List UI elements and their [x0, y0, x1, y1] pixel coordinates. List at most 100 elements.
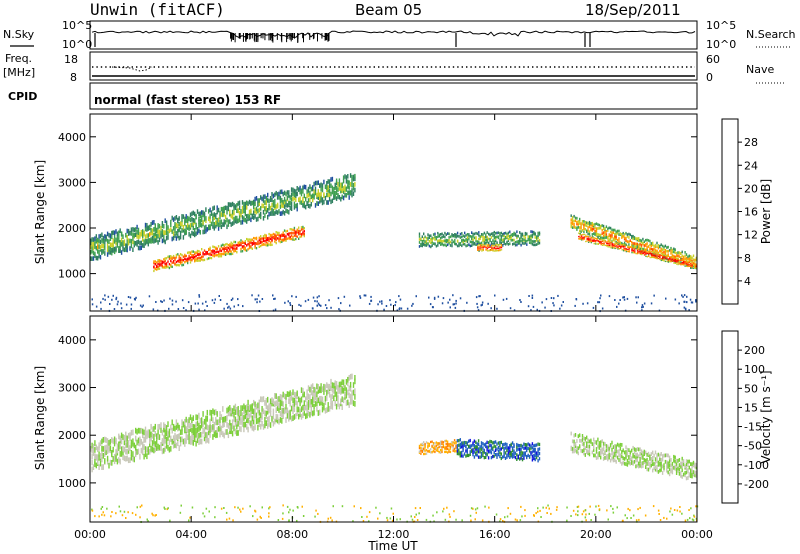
noise-cell	[292, 509, 294, 512]
scatter-cell	[586, 441, 588, 446]
scatter-cell	[523, 456, 525, 460]
scatter-cell	[688, 260, 690, 263]
scatter-cell	[466, 233, 469, 236]
noise-cell	[597, 504, 600, 507]
scatter-cell	[647, 467, 650, 472]
scatter-cell	[589, 235, 591, 237]
scatter-cell	[692, 267, 695, 269]
scatter-cell	[91, 256, 93, 261]
scatter-cell	[179, 258, 182, 261]
scatter-cell	[600, 451, 602, 456]
scatter-cell	[168, 257, 171, 260]
scatter-cell	[132, 236, 134, 241]
noise-cell	[302, 515, 305, 517]
scatter-cell	[617, 248, 619, 250]
scatter-cell	[184, 253, 186, 257]
noise-cell	[519, 299, 521, 301]
scatter-cell	[666, 466, 668, 470]
noise-cell	[449, 298, 451, 301]
noise-cell	[208, 510, 210, 513]
scatter-cell	[531, 230, 534, 234]
scatter-cell	[164, 433, 166, 439]
scatter-cell	[648, 250, 650, 252]
noise-cell	[218, 295, 220, 297]
scatter-cell	[102, 464, 104, 470]
scatter-cell	[340, 188, 342, 194]
scatter-cell	[440, 233, 442, 236]
noise-cell	[229, 307, 232, 310]
scatter-cell	[421, 450, 423, 453]
scatter-cell	[262, 216, 265, 221]
noise-cell	[673, 509, 676, 511]
scatter-cell	[430, 238, 432, 241]
scatter-cell	[314, 186, 317, 192]
scatter-cell	[330, 394, 332, 400]
scatter-cell	[486, 445, 488, 449]
scatter-cell	[342, 379, 345, 386]
scatter-cell	[680, 258, 682, 260]
scatter-cell	[655, 255, 657, 257]
scatter-cell	[157, 266, 159, 269]
scatter-cell	[342, 387, 345, 394]
scatter-cell	[276, 233, 279, 236]
scatter-cell	[534, 243, 536, 247]
scatter-cell	[340, 186, 342, 191]
scatter-cell	[601, 447, 603, 452]
scatter-cell	[102, 453, 104, 459]
colorbar-tick-label: 15	[744, 401, 758, 414]
scatter-cell	[298, 396, 300, 403]
scatter-cell	[260, 206, 262, 211]
scatter-cell	[310, 384, 312, 391]
noise-cell	[360, 507, 362, 510]
scatter-cell	[459, 236, 462, 239]
noise-cell	[652, 505, 655, 508]
scatter-cell	[143, 436, 145, 443]
noise-cell	[146, 518, 148, 521]
scatter-cell	[163, 258, 165, 261]
scatter-cell	[203, 225, 206, 230]
scatter-cell	[631, 448, 633, 453]
scatter-cell	[251, 213, 253, 219]
scatter-cell	[272, 193, 275, 199]
scatter-cell	[502, 238, 504, 242]
scatter-cell	[537, 453, 539, 458]
scatter-cell	[496, 452, 498, 457]
scatter-cell	[480, 451, 483, 455]
scatter-cell	[648, 253, 650, 255]
scatter-cell	[580, 234, 583, 236]
scatter-cell	[241, 421, 244, 427]
noise-cell	[599, 297, 601, 300]
scatter-cell	[244, 421, 246, 428]
noise-cell	[669, 510, 671, 513]
scatter-cell	[115, 240, 117, 246]
scatter-cell	[627, 246, 629, 248]
scatter-cell	[140, 427, 142, 434]
scatter-cell	[292, 196, 294, 202]
scatter-cell	[198, 439, 200, 445]
scatter-cell	[671, 256, 674, 258]
scatter-cell	[344, 187, 346, 193]
scatter-cell	[112, 238, 114, 243]
scatter-cell	[656, 459, 658, 463]
noise-right-tick-bottom: 10^0	[706, 38, 736, 51]
scatter-cell	[208, 252, 210, 256]
scatter-cell	[130, 450, 133, 456]
scatter-cell	[288, 232, 290, 235]
scatter-cell	[289, 396, 291, 402]
scatter-cell	[158, 423, 161, 430]
scatter-cell	[627, 245, 629, 247]
scatter-cell	[646, 457, 648, 462]
scatter-cell	[258, 245, 260, 248]
scatter-cell	[499, 240, 501, 244]
scatter-cell	[570, 445, 572, 450]
scatter-cell	[234, 244, 237, 247]
scatter-cell	[175, 264, 178, 267]
scatter-cell	[418, 235, 421, 238]
scatter-cell	[674, 459, 676, 464]
scatter-cell	[241, 245, 244, 248]
noise-cell	[455, 518, 457, 521]
scatter-cell	[483, 443, 485, 447]
scatter-cell	[312, 383, 314, 389]
scatter-cell	[265, 209, 267, 214]
scatter-cell	[213, 249, 215, 253]
